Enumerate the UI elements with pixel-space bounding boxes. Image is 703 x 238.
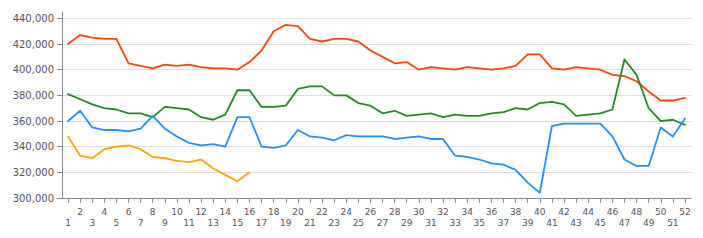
svg-text:52: 52	[679, 207, 690, 217]
svg-text:46: 46	[607, 207, 619, 217]
svg-text:34: 34	[461, 207, 473, 217]
svg-text:9: 9	[162, 218, 168, 228]
svg-text:41: 41	[546, 218, 557, 228]
svg-text:18: 18	[268, 207, 280, 217]
svg-text:33: 33	[449, 218, 460, 228]
svg-text:10: 10	[171, 207, 183, 217]
svg-text:21: 21	[304, 218, 315, 228]
svg-text:43: 43	[570, 218, 581, 228]
svg-text:440,000: 440,000	[13, 13, 54, 24]
svg-text:26: 26	[365, 207, 377, 217]
svg-text:36: 36	[486, 207, 498, 217]
svg-text:40: 40	[534, 207, 546, 217]
svg-text:45: 45	[595, 218, 606, 228]
svg-text:29: 29	[401, 218, 413, 228]
svg-text:380,000: 380,000	[13, 90, 54, 101]
svg-text:6: 6	[126, 207, 132, 217]
svg-text:35: 35	[474, 218, 485, 228]
svg-text:8: 8	[150, 207, 156, 217]
svg-text:48: 48	[631, 207, 643, 217]
svg-text:7: 7	[138, 218, 144, 228]
svg-text:400,000: 400,000	[13, 64, 54, 75]
svg-text:20: 20	[292, 207, 304, 217]
svg-text:14: 14	[220, 207, 232, 217]
svg-text:30: 30	[413, 207, 425, 217]
svg-text:22: 22	[316, 207, 327, 217]
svg-text:360,000: 360,000	[13, 116, 54, 127]
svg-text:42: 42	[558, 207, 569, 217]
svg-text:39: 39	[522, 218, 534, 228]
svg-text:4: 4	[101, 207, 107, 217]
svg-text:38: 38	[510, 207, 522, 217]
svg-text:300,000: 300,000	[13, 193, 54, 204]
svg-text:28: 28	[389, 207, 401, 217]
svg-text:19: 19	[280, 218, 292, 228]
svg-text:5: 5	[114, 218, 120, 228]
svg-text:420,000: 420,000	[13, 39, 54, 50]
svg-text:31: 31	[425, 218, 436, 228]
svg-text:16: 16	[244, 207, 256, 217]
svg-text:12: 12	[195, 207, 206, 217]
svg-text:32: 32	[437, 207, 448, 217]
svg-text:25: 25	[353, 218, 364, 228]
svg-text:27: 27	[377, 218, 388, 228]
svg-text:3: 3	[89, 218, 95, 228]
svg-text:50: 50	[655, 207, 667, 217]
svg-text:51: 51	[667, 218, 678, 228]
svg-text:37: 37	[498, 218, 509, 228]
svg-text:11: 11	[183, 218, 194, 228]
svg-text:24: 24	[341, 207, 353, 217]
svg-text:320,000: 320,000	[13, 167, 54, 178]
svg-text:340,000: 340,000	[13, 141, 54, 152]
svg-text:15: 15	[232, 218, 243, 228]
svg-text:23: 23	[328, 218, 339, 228]
svg-text:1: 1	[65, 218, 71, 228]
svg-text:17: 17	[256, 218, 267, 228]
svg-text:47: 47	[619, 218, 630, 228]
svg-text:2: 2	[77, 207, 83, 217]
svg-text:44: 44	[582, 207, 594, 217]
svg-text:13: 13	[207, 218, 218, 228]
svg-text:49: 49	[643, 218, 655, 228]
